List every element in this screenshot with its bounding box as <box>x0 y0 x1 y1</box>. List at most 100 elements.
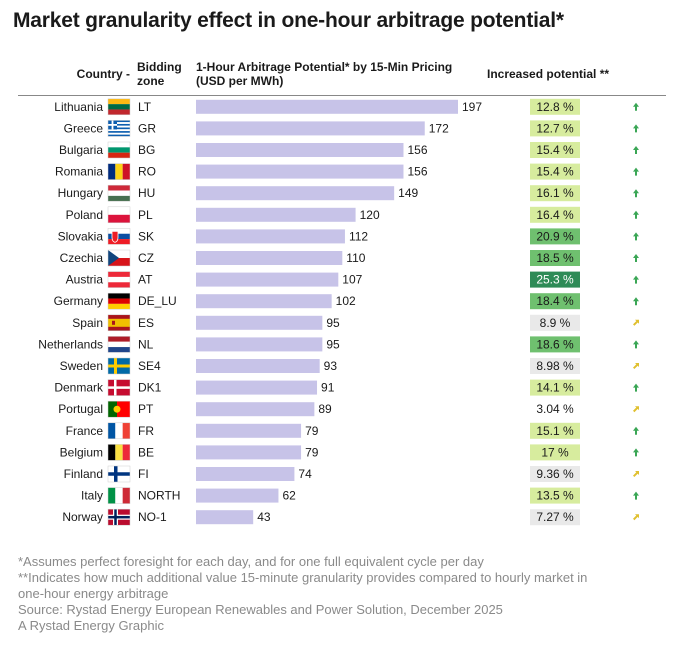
increase-cell <box>530 206 580 223</box>
value-label: 197 <box>462 100 482 114</box>
increase-label: 15.4 % <box>536 143 574 157</box>
increase-cell <box>530 422 580 439</box>
increase-label: 15.4 % <box>536 165 574 179</box>
zone-label: GR <box>138 121 156 135</box>
zone-label: NO-1 <box>138 510 167 524</box>
increase-label: 8.98 % <box>536 359 574 373</box>
bulgaria-flag-icon <box>107 141 131 159</box>
italy-flag-icon <box>107 487 131 504</box>
country-label: Italy <box>81 489 103 503</box>
chart-row: Portugal PT 89 3.04 % <box>58 400 639 418</box>
zone-label: FR <box>138 424 154 438</box>
arrow-up-icon <box>633 340 639 349</box>
chart-row: Spain ES 95 8.9 % <box>72 314 639 332</box>
arrow-up-icon <box>633 448 639 457</box>
increase-label: 12.8 % <box>536 100 574 114</box>
country-label: Bulgaria <box>59 143 103 157</box>
bar <box>196 337 323 352</box>
zone-label: LT <box>138 100 152 114</box>
country-label: Czechia <box>60 251 104 265</box>
value-label: 107 <box>342 273 362 287</box>
increase-label: 18.4 % <box>536 294 574 308</box>
germany-flag-icon <box>107 292 131 310</box>
arrow-up-icon <box>633 102 639 111</box>
bar <box>196 488 279 503</box>
bar <box>196 272 339 287</box>
increase-cell <box>530 185 580 202</box>
arrow-up-right-icon <box>633 363 639 369</box>
footnote-granularity: **Indicates how much additional value 15… <box>18 570 588 585</box>
increase-label: 17 % <box>541 445 569 459</box>
arrow-up-right-icon <box>633 471 639 477</box>
hungary-flag-icon <box>107 184 131 202</box>
footnote-source: Source: Rystad Energy European Renewable… <box>18 602 503 617</box>
chart-row: Romania RO 156 15.4 % <box>55 163 639 180</box>
value-label: 95 <box>326 316 340 330</box>
increase-cell <box>530 271 580 288</box>
value-label: 110 <box>346 251 365 265</box>
zone-label: ES <box>138 316 154 330</box>
zone-label: DK1 <box>138 381 162 395</box>
increase-cell <box>530 509 580 526</box>
romania-flag-icon <box>107 163 131 180</box>
footnote-assumption: *Assumes perfect foresight for each day,… <box>18 554 484 569</box>
country-label: Lithuania <box>54 100 103 114</box>
chart-row: Denmark DK1 91 14.1 % <box>54 379 639 396</box>
zone-label: NORTH <box>138 489 180 503</box>
bar <box>196 143 404 157</box>
increase-label: 8.9 % <box>540 316 571 330</box>
bar <box>196 207 356 222</box>
chart-row: Austria AT 107 25.3 % <box>66 271 639 288</box>
chart-row: Finland FI 74 9.36 % <box>64 465 639 483</box>
header-increased-potential: Increased potential ** <box>487 67 610 81</box>
value-label: 62 <box>282 489 296 503</box>
value-label: 156 <box>407 165 427 179</box>
footer-notes: *Assumes perfect foresight for each day,… <box>18 554 678 634</box>
zone-label: PT <box>138 402 154 416</box>
chart-row: Lithuania LT 197 12.8 % <box>54 98 639 116</box>
increase-label: 15.1 % <box>536 424 574 438</box>
bar <box>196 359 320 373</box>
value-label: 93 <box>324 359 338 373</box>
footnote-credit: A Rystad Energy Graphic <box>18 618 164 633</box>
austria-flag-icon <box>107 271 131 288</box>
arrow-up-icon <box>633 297 639 306</box>
zone-label: BE <box>138 445 154 459</box>
value-label: 89 <box>318 402 332 416</box>
increase-cell <box>530 250 580 266</box>
header-country: Country - <box>76 67 130 81</box>
arrow-up-icon <box>633 167 639 176</box>
increase-cell <box>530 487 580 504</box>
zone-label: NL <box>138 337 154 351</box>
increase-label: 25.3 % <box>536 273 574 287</box>
chart-row: Germany DE_LU 102 18.4 % <box>54 292 639 310</box>
chart-row: Sweden SE4 93 8.98 % <box>60 357 639 375</box>
increase-cell <box>530 120 580 137</box>
increase-cell <box>530 358 580 374</box>
increase-label: 18.5 % <box>536 251 574 265</box>
increase-label: 7.27 % <box>536 510 574 524</box>
arrow-up-right-icon <box>633 319 639 326</box>
header-arbitrage: 1-Hour Arbitrage Potential* by 15-Min Pr… <box>196 60 476 88</box>
increase-cell <box>530 163 580 180</box>
bar <box>196 164 404 179</box>
chart-row: Belgium BE 79 17 % <box>60 444 639 461</box>
country-label: Finland <box>64 467 103 481</box>
arrow-up-icon <box>633 210 639 219</box>
header-zone-line2: zone <box>137 74 165 88</box>
value-label: 120 <box>360 208 380 222</box>
country-label: Denmark <box>54 381 104 395</box>
country-label: Romania <box>55 165 103 179</box>
bar <box>196 380 318 395</box>
bar <box>196 229 345 244</box>
zone-label: SE4 <box>138 359 161 373</box>
increase-label: 3.04 % <box>536 402 574 416</box>
norway-flag-icon <box>107 508 131 526</box>
arrow-up-icon <box>633 189 639 198</box>
increase-cell <box>530 293 580 310</box>
zone-label: BG <box>138 143 155 157</box>
value-label: 79 <box>305 424 319 438</box>
slovakia-flag-icon <box>107 228 131 245</box>
arrow-up-right-icon <box>633 514 639 521</box>
chart-row: Bulgaria BG 156 15.4 % <box>59 141 639 159</box>
